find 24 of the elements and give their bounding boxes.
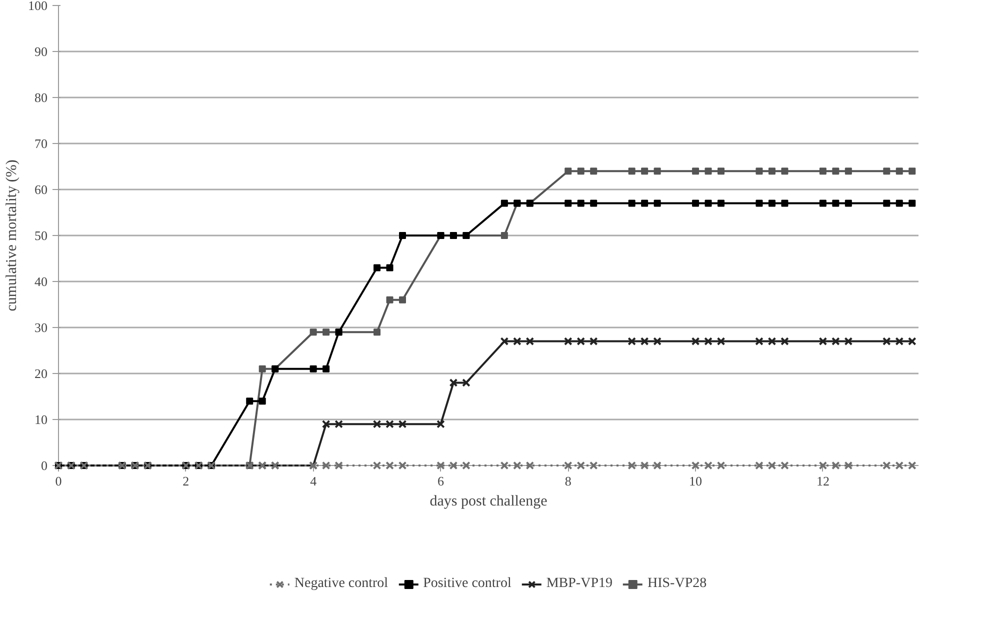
x-axis-title: days post challenge: [430, 494, 548, 510]
x-tick-label: 8: [564, 474, 572, 488]
y-tick-label: 20: [34, 366, 48, 381]
y-tick-label: 80: [34, 90, 48, 105]
legend-label: HIS-VP28: [647, 576, 707, 592]
legend-label: MBP-VP19: [546, 576, 612, 592]
y-tick-label: 50: [34, 228, 48, 243]
y-tick-label: 10: [34, 412, 48, 427]
legend-label: Negative control: [294, 576, 388, 592]
y-tick-label: 30: [34, 320, 48, 335]
x-tick-label: 6: [437, 474, 444, 488]
y-tick-label: 70: [34, 136, 48, 151]
x-tick-label: 2: [182, 474, 190, 488]
y-tick-label: 90: [34, 44, 48, 59]
y-tick-label: 100: [28, 0, 48, 13]
y-tick-label: 60: [34, 182, 48, 197]
x-tick-label: 4: [310, 474, 318, 488]
legend-label: Positive control: [423, 576, 512, 592]
y-tick-label: 40: [34, 274, 48, 289]
x-tick-label: 0: [55, 474, 62, 488]
y-axis-title: cumulative mortality (%): [4, 160, 20, 312]
y-tick-label: 0: [41, 458, 48, 473]
x-tick-label: 12: [816, 474, 830, 488]
x-tick-label: 10: [689, 474, 702, 488]
